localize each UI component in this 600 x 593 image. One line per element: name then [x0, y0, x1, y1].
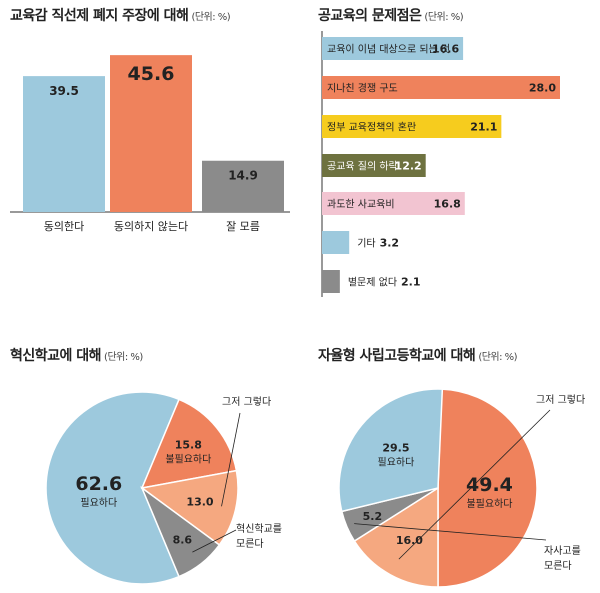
- chart-panel-direct-election: 교육감 직선제 폐지 주장에 대해 (단위: %) 39.5 동의한다 45.6 동의하…: [10, 5, 290, 245]
- slice-value-label: 29.5: [382, 441, 409, 454]
- bar-value-label: 45.6: [128, 63, 175, 85]
- chart-panel-autonomous-private-high-school: 자율형 사립고등학교에 대해 (단위: %) 49.4 불필요하다 16.0 그저 그렇…: [318, 345, 598, 590]
- pie-slice-3: [140, 485, 221, 578]
- pie-slice-3: [338, 388, 444, 513]
- chart-title-text: 교육감 직선제 폐지 주장에 대해: [10, 8, 189, 24]
- bar-1: [110, 55, 192, 212]
- chart-unit: (단위: %): [424, 12, 464, 23]
- slice-category-label: 필요하다: [80, 496, 117, 509]
- slice-value-label: 62.6: [75, 473, 122, 495]
- slice-category-label: 자사고를 모른다: [544, 545, 581, 572]
- horizontal-bar-chart: 교육이 이념 대상으로 되는 것16.6 지나친 경쟁 구도 28.0 정부 교육정책…: [321, 31, 560, 297]
- category-label: 잘 모름: [226, 220, 260, 233]
- slice-value-label: 49.4: [466, 474, 513, 496]
- slice-value-label: 13.0: [186, 495, 213, 508]
- chart-title: 공교육의 문제점은 (단위: %): [318, 5, 464, 25]
- pie-slice-0: [45, 391, 180, 585]
- bar-5: [322, 231, 350, 254]
- chart-panel-public-education-problems: 공교육의 문제점은 (단위: %) 교육이 이념 대상으로 되는 것 16.6 지나친…: [318, 5, 593, 300]
- slice-category-label: 불필요하다: [466, 497, 512, 510]
- slice-value-label: 8.6: [173, 533, 193, 546]
- leader-line: [221, 412, 241, 507]
- slice-category-label: 그저 그렇다: [536, 393, 585, 406]
- bar-value-label: 16.8: [434, 198, 461, 211]
- bar-value-label: 28.0: [529, 82, 556, 95]
- bar-2: [202, 160, 284, 212]
- slice-category-label: 혁신학교를 모른다: [236, 523, 282, 550]
- category-label: 교육이 이념 대상으로 되는 것: [327, 44, 450, 56]
- bar-2: [322, 115, 502, 138]
- slice-category-label: 필요하다: [378, 455, 415, 468]
- leader-line: [398, 409, 551, 560]
- chart-title: 혁신학교에 대해 (단위: %): [10, 345, 143, 365]
- category-label: 공교육 질의 하락: [327, 160, 398, 173]
- chart-title: 교육감 직선제 폐지 주장에 대해 (단위: %): [10, 5, 231, 25]
- bar-value-label: 2.1: [401, 276, 421, 289]
- slice-category-label: 그저 그렇다: [222, 395, 271, 408]
- bar-1: [322, 76, 560, 99]
- slice-value-label: 16.0: [396, 534, 423, 547]
- bar-4: [322, 192, 465, 215]
- bar-value-label: 14.9: [228, 169, 258, 183]
- bar-3: [322, 154, 426, 177]
- category-label: 별문제 없다: [348, 276, 397, 289]
- category-label: 동의하지 않는다: [114, 219, 188, 233]
- chart-title-text: 공교육의 문제점은: [318, 8, 422, 24]
- pie-slice-1: [140, 398, 238, 489]
- bar-6: [322, 270, 340, 293]
- bar-value-label: 16.6: [432, 43, 459, 56]
- chart-title-text: 자율형 사립고등학교에 대해: [318, 348, 476, 364]
- bar-0: [322, 37, 464, 60]
- chart-unit: (단위: %): [104, 352, 143, 363]
- category-label: 동의한다: [44, 220, 84, 233]
- bar-chart: 39.5 동의한다 45.6 동의하지 않는다 14.9 잘 모름: [10, 55, 290, 233]
- category-label: 지나친 경쟁 구도: [327, 82, 398, 95]
- leader-line: [192, 529, 237, 553]
- slice-value-label: 15.8: [175, 439, 202, 452]
- slice-category-label: 불필요하다: [165, 453, 211, 466]
- category-label: 정부 교육정책의 혼란: [327, 121, 416, 134]
- leader-line: [354, 523, 547, 541]
- bar-value-label: 39.5: [49, 84, 79, 98]
- category-label: 기타: [357, 238, 375, 250]
- bar-value-label: 12.2: [395, 160, 422, 173]
- bar-0: [23, 76, 105, 213]
- chart-title: 자율형 사립고등학교에 대해 (단위: %): [318, 345, 518, 365]
- slice-value-label: 5.2: [363, 510, 383, 523]
- pie-slice-1: [353, 486, 439, 588]
- bar-value-label: 3.2: [380, 237, 400, 250]
- category-label: 과도한 사교육비: [327, 199, 395, 211]
- bar-value-label: 21.1: [470, 121, 497, 134]
- chart-unit: (단위: %): [478, 352, 518, 363]
- pie-slice-2: [140, 469, 239, 546]
- chart-title-text: 혁신학교에 대해: [10, 348, 102, 364]
- chart-unit: (단위: %): [191, 12, 231, 23]
- chart-panel-innovation-school: 혁신학교에 대해 (단위: %) 62.6 필요하다 15.8 불필요하다 13.0 그저 …: [10, 345, 300, 590]
